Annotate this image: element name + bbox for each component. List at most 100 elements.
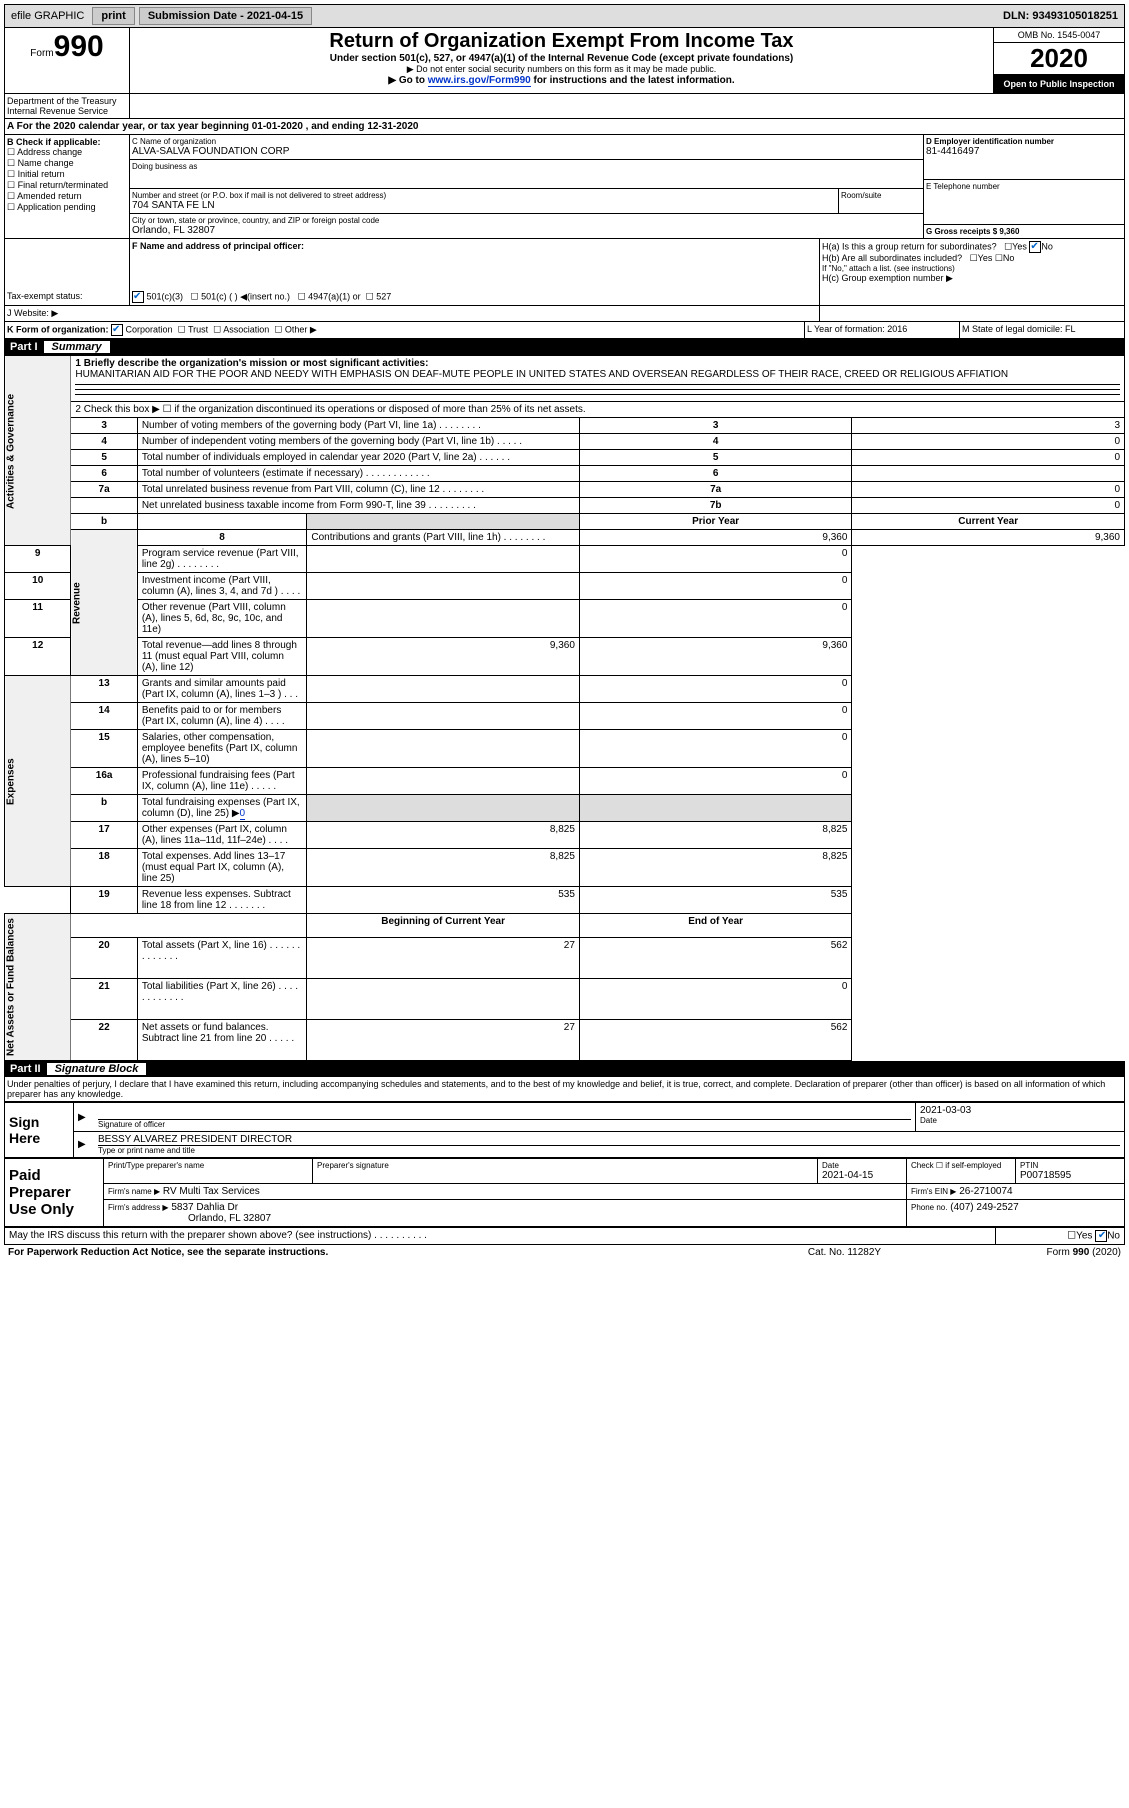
mission-text: HUMANITARIAN AID FOR THE POOR AND NEEDY … <box>75 369 1008 380</box>
prep-sig-label: Preparer's signature <box>317 1161 813 1170</box>
form-prefix: Form <box>30 48 53 59</box>
mayirs-no-checkbox[interactable] <box>1095 1230 1107 1242</box>
b-initial[interactable]: ☐ Initial return <box>7 169 127 180</box>
part-ii-title: Signature Block <box>47 1063 147 1075</box>
typed-label: Type or print name and title <box>98 1146 1120 1155</box>
k-corp-checkbox[interactable] <box>111 324 123 336</box>
dept-label: Department of the Treasury Internal Reve… <box>5 94 130 118</box>
section-f: F Name and address of principal officer:… <box>130 239 820 305</box>
line2: 2 Check this box ▶ ☐ if the organization… <box>71 402 1125 418</box>
section-a: A For the 2020 calendar year, or tax yea… <box>4 119 1125 135</box>
row-14: 14Benefits paid to or for members (Part … <box>5 703 1125 730</box>
row-5: 5Total number of individuals employed in… <box>5 450 1125 466</box>
open-inspection: Open to Public Inspection <box>994 75 1124 93</box>
prep-ptin: P00718595 <box>1020 1170 1120 1181</box>
section-m: M State of legal domicile: FL <box>960 322 1124 338</box>
d-label: D Employer identification number <box>926 137 1122 146</box>
b-amended[interactable]: ☐ Amended return <box>7 191 127 202</box>
paid-prep-label: Paid Preparer Use Only <box>5 1159 104 1227</box>
c-name: ALVA-SALVA FOUNDATION CORP <box>132 146 921 157</box>
section-b: B Check if applicable: ☐ Address change … <box>5 135 130 238</box>
form-number-box: Form990 <box>5 28 130 93</box>
klm-row: K Form of organization: Corporation ☐ Tr… <box>4 322 1125 339</box>
row-7a: 7aTotal unrelated business revenue from … <box>5 482 1125 498</box>
firm-addr2: Orlando, FL 32807 <box>188 1213 271 1224</box>
b-app-pending[interactable]: ☐ Application pending <box>7 202 127 213</box>
firm-phone: (407) 249-2527 <box>950 1202 1018 1213</box>
row-15: 15Salaries, other compensation, employee… <box>5 730 1125 768</box>
firm-addr1: 5837 Dahlia Dr <box>171 1202 238 1213</box>
dln-label: DLN: 93493105018251 <box>997 10 1124 22</box>
perjury-text: Under penalties of perjury, I declare th… <box>4 1077 1125 1102</box>
row-7b: Net unrelated business taxable income fr… <box>5 498 1125 514</box>
under-section: Under section 501(c), 527, or 4947(a)(1)… <box>132 53 991 64</box>
vert-activities: Activities & Governance <box>5 356 71 546</box>
row-4: 4Number of independent voting members of… <box>5 434 1125 450</box>
section-l: L Year of formation: 2016 <box>805 322 960 338</box>
c-city: Orlando, FL 32807 <box>132 225 921 236</box>
part-i-title: Summary <box>44 341 110 353</box>
row-16b: bTotal fundraising expenses (Part IX, co… <box>5 795 1125 822</box>
prep-date: 2021-04-15 <box>822 1170 902 1181</box>
sign-here-label: Sign Here <box>5 1103 74 1158</box>
row-9: 9Program service revenue (Part VIII, lin… <box>5 546 1125 573</box>
row-10: 10Investment income (Part VIII, column (… <box>5 573 1125 600</box>
py-cy-header: bPrior YearCurrent Year <box>5 514 1125 530</box>
paid-preparer-table: Paid Preparer Use Only Print/Type prepar… <box>4 1158 1125 1227</box>
print-button[interactable]: print <box>92 7 134 25</box>
h-b-note: If "No," attach a list. (see instruction… <box>822 264 1122 273</box>
b-header: B Check if applicable: <box>7 137 127 147</box>
row-12: 12Total revenue—add lines 8 through 11 (… <box>5 638 1125 676</box>
prep-name-label: Print/Type preparer's name <box>108 1161 308 1170</box>
sign-date: 2021-03-03 <box>920 1105 1120 1116</box>
b-final[interactable]: ☐ Final return/terminated <box>7 180 127 191</box>
footer-table: May the IRS discuss this return with the… <box>4 1227 1125 1245</box>
tax-status-col: Tax-exempt status: <box>5 239 130 305</box>
c-dba-label: Doing business as <box>132 162 921 171</box>
row-21: 21Total liabilities (Part X, line 26) . … <box>5 979 1125 1020</box>
header-right-box: OMB No. 1545-0047 2020 Open to Public In… <box>993 28 1124 93</box>
c-city-label: City or town, state or province, country… <box>132 216 921 225</box>
section-h: H(a) Is this a group return for subordin… <box>820 239 1124 305</box>
part-ii-header: Part II Signature Block <box>4 1061 1125 1077</box>
typed-name: BESSY ALVAREZ PRESIDENT DIRECTOR <box>98 1134 1120 1146</box>
row-11: 11Other revenue (Part VIII, column (A), … <box>5 600 1125 638</box>
dept-row: Department of the Treasury Internal Reve… <box>4 94 1125 119</box>
vert-netassets: Net Assets or Fund Balances <box>5 914 71 1061</box>
h-b: H(b) Are all subordinates included? ☐Yes… <box>822 253 1122 264</box>
row-18: 18Total expenses. Add lines 13–17 (must … <box>5 849 1125 887</box>
efile-label: efile GRAPHIC <box>5 10 90 22</box>
part-ii-label: Part II <box>10 1063 41 1075</box>
header-title-box: Return of Organization Exempt From Incom… <box>130 28 993 93</box>
c501c3-checkbox[interactable] <box>132 291 144 303</box>
g-label: G Gross receipts $ 9,360 <box>926 227 1122 236</box>
paperwork: For Paperwork Reduction Act Notice, see … <box>4 1245 752 1260</box>
section-deg: D Employer identification number 81-4416… <box>924 135 1124 238</box>
topbar: efile GRAPHIC print Submission Date - 20… <box>4 4 1125 28</box>
firm-name: RV Multi Tax Services <box>163 1186 260 1197</box>
may-irs: May the IRS discuss this return with the… <box>5 1228 996 1245</box>
goto-link: ▶ Go to www.irs.gov/Form990 for instruct… <box>132 75 991 86</box>
ha-no-checkbox[interactable] <box>1029 241 1041 253</box>
tax-status-label: Tax-exempt status: <box>7 291 127 301</box>
irs-link[interactable]: www.irs.gov/Form990 <box>428 75 531 87</box>
tax-status-options: 501(c)(3) ☐ 501(c) ( ) ◀(insert no.) ☐ 4… <box>132 291 817 303</box>
form-number: 990 <box>54 30 104 63</box>
row-16a: 16aProfessional fundraising fees (Part I… <box>5 768 1125 795</box>
e-label: E Telephone number <box>926 182 1122 191</box>
form-header: Form990 Return of Organization Exempt Fr… <box>4 28 1125 94</box>
section-a-text: A For the 2020 calendar year, or tax yea… <box>7 121 418 132</box>
j-row: J Website: ▶ <box>4 306 1125 322</box>
omb-number: OMB No. 1545-0047 <box>994 28 1124 43</box>
main-title: Return of Organization Exempt From Incom… <box>132 30 991 53</box>
b-name-change[interactable]: ☐ Name change <box>7 158 127 169</box>
bcde-block: B Check if applicable: ☐ Address change … <box>4 135 1125 239</box>
row-20: 20Total assets (Part X, line 16) . . . .… <box>5 938 1125 979</box>
section-c: C Name of organization ALVA-SALVA FOUNDA… <box>130 135 924 238</box>
h-c: H(c) Group exemption number ▶ <box>822 273 1122 284</box>
b-addr-change[interactable]: ☐ Address change <box>7 147 127 158</box>
submission-date-button[interactable]: Submission Date - 2021-04-15 <box>139 7 312 25</box>
row-6: 6Total number of volunteers (estimate if… <box>5 466 1125 482</box>
ssn-notice: ▶ Do not enter social security numbers o… <box>132 64 991 75</box>
row-22: 22Net assets or fund balances. Subtract … <box>5 1020 1125 1061</box>
